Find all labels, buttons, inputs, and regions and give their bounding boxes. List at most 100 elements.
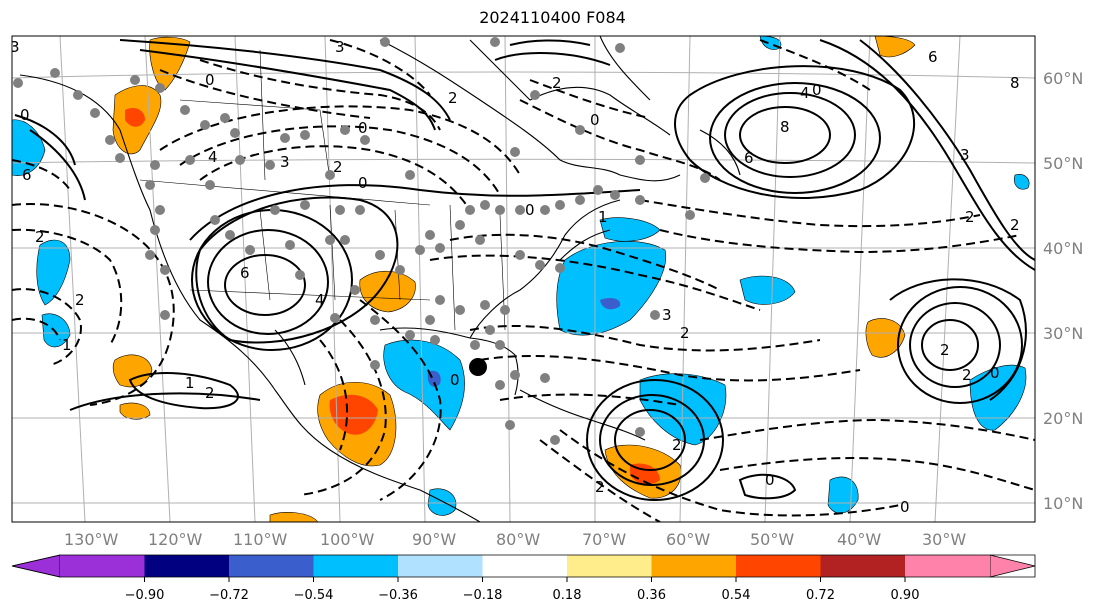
- colorbar-segment: [567, 555, 652, 577]
- contour-label: 0: [812, 81, 822, 99]
- lon-label: 90°W: [412, 530, 456, 549]
- colorbar-tick-label: −0.72: [209, 588, 249, 603]
- contour-label: 2: [75, 291, 85, 309]
- orange-shade-e1: [865, 318, 906, 358]
- colorbar-min-extend: [11, 554, 61, 578]
- contour-label: 2: [35, 228, 45, 246]
- colorbar-tick-label: 0.72: [806, 588, 835, 603]
- colorbar-segment: [736, 555, 821, 577]
- storm-center-marker: [469, 358, 487, 376]
- lat-label: 20°N: [1043, 409, 1083, 428]
- orange-shade-texas: [359, 270, 416, 313]
- lat-label: 30°N: [1043, 324, 1083, 343]
- lat-label: 60°N: [1043, 69, 1083, 88]
- dashed-contours: [12, 39, 1035, 522]
- longitude-labels: 130°W 120°W 110°W 100°W 90°W 80°W 70°W 6…: [64, 530, 966, 549]
- contour-label: 3: [662, 306, 672, 324]
- lat-label: 40°N: [1043, 239, 1083, 258]
- colorbar-outline: [11, 554, 1036, 578]
- contour-label: 2: [962, 366, 972, 384]
- contour-label: 2: [1010, 216, 1020, 234]
- colorbar-segment: [229, 555, 314, 577]
- lon-label: 130°W: [64, 530, 119, 549]
- map-background: [12, 36, 1035, 522]
- map-frame: [11, 35, 1036, 523]
- lon-label: 60°W: [666, 530, 710, 549]
- colorbar-tick-label: 0.54: [722, 588, 751, 603]
- colorbar-segment: [144, 555, 229, 577]
- lon-label: 70°W: [582, 530, 626, 549]
- contour-label: 2: [552, 74, 562, 92]
- blue-shade-ca: [427, 488, 457, 516]
- colorbar-segment: [651, 555, 736, 577]
- orange-shade-sw: [269, 512, 319, 522]
- colorbar-segment: [905, 555, 990, 577]
- lon-label: 100°W: [320, 530, 375, 549]
- blue-shade-w1: [36, 239, 71, 306]
- contour-label: 6: [22, 166, 32, 184]
- contour-label: 3: [335, 38, 345, 56]
- solid-contours: [14, 39, 1035, 501]
- red-shade-nw: [125, 108, 145, 127]
- orange-shade-w2: [119, 402, 151, 420]
- lon-label: 120°W: [148, 530, 203, 549]
- lat-label: 10°N: [1043, 494, 1083, 513]
- blue-shade-w2: [41, 313, 71, 348]
- contour-label: 0: [990, 364, 1000, 382]
- contour-label: 2: [965, 208, 975, 226]
- contour-label: 3: [10, 38, 20, 56]
- contour-label: 2: [448, 89, 458, 107]
- contour-label: 2: [680, 324, 690, 342]
- colorbar-max-extend: [989, 554, 1036, 578]
- contour-label: 6: [928, 48, 938, 66]
- contour-label: 2: [595, 478, 605, 496]
- lon-label: 110°W: [233, 530, 288, 549]
- colorbar-tick-label: −0.18: [463, 588, 503, 603]
- contour-label: 0: [205, 71, 215, 89]
- colorbar-tick-label: −0.54: [294, 588, 334, 603]
- contour-label: 0: [450, 371, 460, 389]
- contour-label: 0: [358, 174, 368, 192]
- colorbar-tick-label: −0.90: [125, 588, 165, 603]
- lat-label: 50°N: [1043, 154, 1083, 173]
- latitude-labels: 60°N 50°N 40°N 30°N 20°N 10°N: [1043, 69, 1083, 513]
- contour-label: 8: [780, 118, 790, 136]
- colorbar-tick-label: 0.18: [553, 588, 582, 603]
- contour-label: 2: [333, 158, 343, 176]
- colorbar-segment: [313, 555, 398, 577]
- contour-label: 1: [185, 374, 195, 392]
- station-dots: [13, 37, 710, 445]
- orange-shade-top: [149, 36, 191, 91]
- contour-label: 0: [590, 111, 600, 129]
- contour-label: 0: [525, 201, 535, 219]
- contour-label: 2: [205, 384, 215, 402]
- contour-label: 0: [20, 106, 30, 124]
- blue-shade-e2: [1014, 174, 1030, 190]
- lon-label: 40°W: [837, 530, 881, 549]
- colorbar-tick-label: 0.90: [891, 588, 920, 603]
- contour-label: 4: [800, 84, 810, 102]
- lon-label: 50°W: [750, 530, 794, 549]
- contour-label: 0: [900, 498, 910, 516]
- colorbar-ticks: [144, 577, 906, 582]
- figure-title: 2024110400 F084: [479, 8, 626, 27]
- contour-label: 0: [765, 471, 775, 489]
- orange-shade-w: [112, 354, 153, 388]
- contour-label: 6: [744, 149, 754, 167]
- contour-label: 4: [315, 291, 325, 309]
- contour-label: 3: [960, 146, 970, 164]
- colorbar-segment: [482, 555, 567, 577]
- colorbar: −0.90 −0.72 −0.54 −0.36 −0.18 0.18 0.36 …: [11, 554, 1036, 603]
- purple-shade-atl: [600, 298, 621, 310]
- shaded-anomalies: [12, 36, 1030, 522]
- contour-label: 8: [1010, 74, 1020, 92]
- contour-label: 6: [240, 264, 250, 282]
- colorbar-tick-label: 0.36: [637, 588, 666, 603]
- contour-label-group: 3 3 0 2 0 4 3 2 0 2 0 6 4 8 0 6 3 2 1 2 …: [10, 38, 1020, 516]
- colorbar-segment: [820, 555, 905, 577]
- contour-label: 4: [208, 148, 218, 166]
- blue-shade-atl3: [739, 275, 796, 305]
- colorbar-segment: [398, 555, 483, 577]
- colorbar-segment: [60, 555, 145, 577]
